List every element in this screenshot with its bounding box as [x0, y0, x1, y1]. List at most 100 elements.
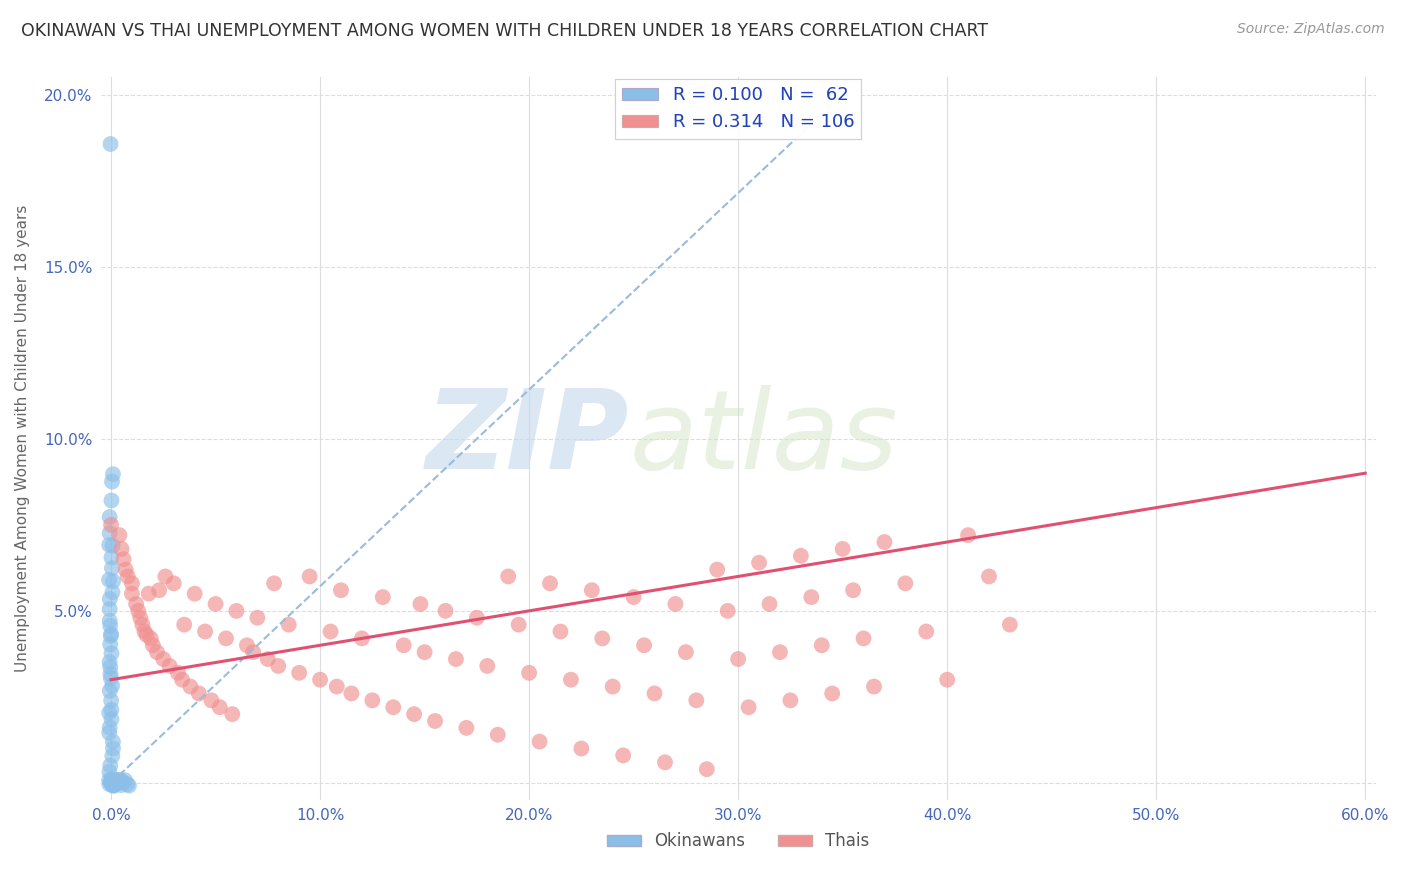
Point	[101, 748, 124, 763]
Point	[477, 659, 499, 673]
Point	[131, 617, 153, 632]
Point	[413, 645, 436, 659]
Point	[103, 778, 125, 792]
Point	[101, 772, 124, 787]
Point	[98, 591, 121, 606]
Point	[852, 632, 875, 646]
Point	[110, 775, 132, 789]
Point	[486, 728, 509, 742]
Point	[114, 563, 136, 577]
Point	[298, 569, 321, 583]
Point	[200, 693, 222, 707]
Point	[810, 638, 832, 652]
Point	[117, 777, 139, 791]
Point	[246, 611, 269, 625]
Point	[98, 618, 121, 632]
Point	[104, 778, 127, 792]
Point	[842, 583, 865, 598]
Point	[98, 660, 121, 674]
Point	[800, 590, 823, 604]
Point	[277, 617, 299, 632]
Point	[242, 645, 264, 659]
Point	[894, 576, 917, 591]
Point	[456, 721, 478, 735]
Point	[664, 597, 686, 611]
Point	[127, 604, 149, 618]
Point	[737, 700, 759, 714]
Point	[977, 569, 1000, 583]
Point	[633, 638, 655, 652]
Point	[111, 773, 134, 788]
Text: OKINAWAN VS THAI UNEMPLOYMENT AMONG WOMEN WITH CHILDREN UNDER 18 YEARS CORRELATI: OKINAWAN VS THAI UNEMPLOYMENT AMONG WOME…	[21, 22, 988, 40]
Point	[107, 773, 129, 788]
Point	[98, 526, 121, 541]
Point	[98, 773, 121, 788]
Point	[685, 693, 707, 707]
Point	[172, 673, 194, 687]
Point	[98, 721, 121, 735]
Point	[727, 652, 749, 666]
Point	[101, 467, 124, 482]
Point	[602, 680, 624, 694]
Point	[225, 604, 247, 618]
Point	[98, 573, 121, 587]
Point	[139, 632, 162, 646]
Point	[179, 680, 201, 694]
Point	[98, 758, 121, 772]
Point	[915, 624, 938, 639]
Point	[644, 686, 666, 700]
Point	[100, 517, 122, 532]
Point	[330, 583, 353, 598]
Point	[538, 576, 561, 591]
Y-axis label: Unemployment Among Women with Children Under 18 years: Unemployment Among Women with Children U…	[15, 205, 30, 673]
Point	[98, 683, 121, 698]
Point	[696, 762, 718, 776]
Point	[117, 569, 139, 583]
Point	[256, 652, 278, 666]
Point	[101, 741, 124, 756]
Point	[215, 632, 238, 646]
Text: Source: ZipAtlas.com: Source: ZipAtlas.com	[1237, 22, 1385, 37]
Point	[114, 773, 136, 788]
Point	[155, 569, 177, 583]
Point	[98, 706, 121, 720]
Point	[108, 773, 131, 788]
Point	[423, 714, 446, 728]
Point	[98, 602, 121, 616]
Point	[134, 624, 156, 639]
Legend: R = 0.100   N =  62, R = 0.314   N = 106: R = 0.100 N = 62, R = 0.314 N = 106	[614, 79, 862, 139]
Point	[146, 645, 169, 659]
Point	[148, 583, 170, 598]
Point	[101, 574, 124, 589]
Text: atlas: atlas	[630, 385, 898, 492]
Point	[98, 777, 121, 791]
Point	[100, 667, 122, 681]
Point	[187, 686, 209, 700]
Point	[135, 628, 157, 642]
Point	[748, 556, 770, 570]
Point	[517, 665, 540, 680]
Point	[508, 617, 530, 632]
Point	[758, 597, 780, 611]
Point	[138, 587, 160, 601]
Point	[108, 528, 131, 542]
Point	[560, 673, 582, 687]
Point	[125, 597, 148, 611]
Point	[267, 659, 290, 673]
Point	[675, 645, 697, 659]
Point	[496, 569, 519, 583]
Point	[101, 776, 124, 790]
Point	[529, 734, 551, 748]
Point	[581, 583, 603, 598]
Point	[100, 136, 122, 151]
Point	[101, 734, 124, 748]
Point	[404, 707, 426, 722]
Point	[550, 624, 572, 639]
Point	[104, 777, 127, 791]
Point	[465, 611, 488, 625]
Point	[98, 726, 121, 740]
Point	[100, 629, 122, 643]
Point	[998, 617, 1021, 632]
Point	[98, 764, 121, 779]
Point	[167, 665, 190, 680]
